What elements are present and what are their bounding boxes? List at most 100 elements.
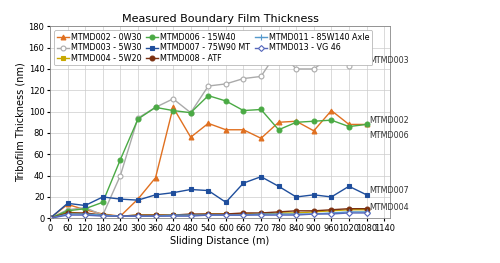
Line: MTMD007 - 75W90 MT: MTMD007 - 75W90 MT [48, 174, 369, 221]
MTMD006 - 15W40 [240, 109, 246, 112]
MTMD006 - 15W40 [311, 120, 317, 123]
Legend: MTMD002 - 0W30, MTMD003 - 5W30, MTMD004 - 5W20, MTMD006 - 15W40, MTMD007 - 75W90: MTMD002 - 0W30, MTMD003 - 5W30, MTMD004 … [54, 30, 372, 65]
MTMD004 - 5W20 [152, 214, 158, 217]
MTMD002 - 0W30 [188, 136, 194, 139]
MTMD013 - VG 46 [64, 214, 70, 217]
MTMD007 - 75W90 MT [135, 199, 141, 202]
MTMD002 - 0W30 [64, 203, 70, 206]
Text: MTMD002: MTMD002 [370, 116, 409, 125]
MTMD013 - VG 46 [82, 214, 88, 217]
MTMD013 - VG 46 [170, 215, 176, 218]
Line: MTMD013 - VG 46: MTMD013 - VG 46 [48, 211, 368, 220]
MTMD011 - 85W140 Axle [82, 213, 88, 216]
MTMD006 - 15W40 [152, 106, 158, 109]
MTMD011 - 85W140 Axle [188, 214, 194, 217]
MTMD003 - 5W30 [328, 55, 334, 58]
MTMD004 - 5W20 [223, 213, 229, 216]
MTMD003 - 5W30 [82, 206, 88, 209]
MTMD011 - 85W140 Axle [364, 210, 370, 214]
MTMD002 - 0W30 [152, 176, 158, 179]
MTMD002 - 0W30 [276, 121, 281, 124]
Line: MTMD004 - 5W20: MTMD004 - 5W20 [48, 207, 369, 221]
MTMD006 - 15W40 [364, 123, 370, 126]
MTMD011 - 85W140 Axle [311, 213, 317, 216]
MTMD003 - 5W30 [170, 97, 176, 100]
MTMD006 - 15W40 [170, 109, 176, 112]
MTMD006 - 15W40 [293, 121, 299, 124]
MTMD002 - 0W30 [223, 128, 229, 131]
MTMD002 - 0W30 [346, 123, 352, 126]
MTMD008 - ATF [293, 209, 299, 213]
MTMD002 - 0W30 [364, 123, 370, 126]
MTMD008 - ATF [346, 207, 352, 210]
MTMD004 - 5W20 [82, 213, 88, 216]
MTMD007 - 75W90 MT [258, 175, 264, 178]
MTMD013 - VG 46 [258, 214, 264, 217]
MTMD008 - ATF [311, 209, 317, 213]
MTMD004 - 5W20 [100, 214, 106, 217]
MTMD004 - 5W20 [240, 213, 246, 216]
MTMD003 - 5W30 [188, 111, 194, 114]
MTMD003 - 5W30 [223, 82, 229, 85]
MTMD003 - 5W30 [364, 59, 370, 62]
MTMD007 - 75W90 MT [293, 195, 299, 199]
MTMD008 - ATF [135, 214, 141, 217]
Line: MTMD008 - ATF: MTMD008 - ATF [48, 206, 369, 221]
MTMD004 - 5W20 [276, 211, 281, 215]
MTMD011 - 85W140 Axle [258, 213, 264, 216]
MTMD003 - 5W30 [47, 217, 53, 220]
MTMD002 - 0W30 [135, 198, 141, 201]
MTMD003 - 5W30 [135, 117, 141, 120]
MTMD003 - 5W30 [258, 75, 264, 78]
MTMD003 - 5W30 [293, 67, 299, 70]
MTMD013 - VG 46 [276, 214, 281, 217]
MTMD007 - 75W90 MT [64, 202, 70, 205]
MTMD011 - 85W140 Axle [47, 217, 53, 220]
MTMD003 - 5W30 [100, 214, 106, 217]
MTMD011 - 85W140 Axle [64, 213, 70, 216]
MTMD006 - 15W40 [188, 111, 194, 114]
MTMD007 - 75W90 MT [364, 193, 370, 196]
MTMD008 - ATF [328, 208, 334, 211]
MTMD002 - 0W30 [258, 137, 264, 140]
MTMD013 - VG 46 [223, 214, 229, 217]
MTMD004 - 5W20 [118, 215, 124, 218]
MTMD011 - 85W140 Axle [170, 214, 176, 217]
MTMD011 - 85W140 Axle [293, 213, 299, 216]
MTMD003 - 5W30 [64, 208, 70, 211]
MTMD008 - ATF [364, 207, 370, 210]
MTMD002 - 0W30 [240, 128, 246, 131]
MTMD011 - 85W140 Axle [152, 215, 158, 218]
Title: Measured Boundary Film Thickness: Measured Boundary Film Thickness [122, 14, 318, 24]
MTMD011 - 85W140 Axle [118, 215, 124, 218]
MTMD002 - 0W30 [47, 217, 53, 220]
MTMD008 - ATF [223, 213, 229, 216]
MTMD002 - 0W30 [328, 109, 334, 112]
MTMD008 - ATF [258, 211, 264, 215]
MTMD004 - 5W20 [206, 213, 212, 216]
MTMD007 - 75W90 MT [47, 217, 53, 220]
MTMD004 - 5W20 [364, 208, 370, 211]
MTMD006 - 15W40 [346, 125, 352, 128]
MTMD011 - 85W140 Axle [328, 211, 334, 215]
MTMD004 - 5W20 [311, 210, 317, 214]
MTMD007 - 75W90 MT [118, 198, 124, 201]
Line: MTMD006 - 15W40: MTMD006 - 15W40 [48, 93, 369, 221]
MTMD004 - 5W20 [170, 214, 176, 217]
MTMD002 - 0W30 [311, 129, 317, 132]
MTMD007 - 75W90 MT [346, 185, 352, 188]
MTMD011 - 85W140 Axle [240, 214, 246, 217]
MTMD008 - ATF [188, 213, 194, 216]
MTMD007 - 75W90 MT [311, 193, 317, 196]
MTMD004 - 5W20 [47, 217, 53, 220]
MTMD002 - 0W30 [100, 213, 106, 216]
MTMD002 - 0W30 [293, 120, 299, 123]
MTMD013 - VG 46 [100, 215, 106, 218]
Text: MTMD007: MTMD007 [370, 186, 409, 195]
MTMD006 - 15W40 [135, 118, 141, 121]
MTMD007 - 75W90 MT [82, 204, 88, 207]
MTMD011 - 85W140 Axle [223, 214, 229, 217]
MTMD008 - ATF [82, 211, 88, 215]
MTMD006 - 15W40 [276, 128, 281, 131]
MTMD003 - 5W30 [346, 64, 352, 67]
